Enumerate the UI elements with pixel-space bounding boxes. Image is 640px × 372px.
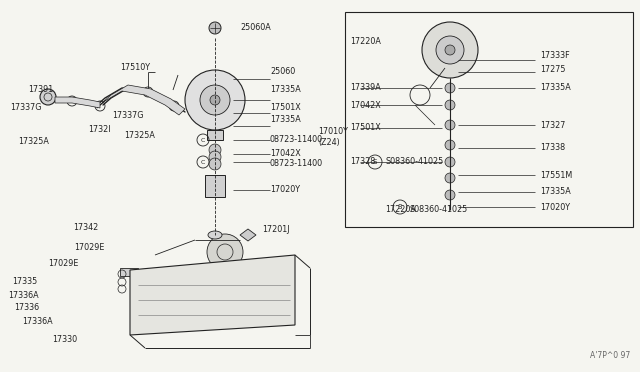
Text: 17336A: 17336A (8, 291, 38, 299)
Text: 17328: 17328 (350, 157, 375, 167)
Text: 17336A: 17336A (22, 317, 52, 327)
Circle shape (445, 120, 455, 130)
Circle shape (436, 36, 464, 64)
Circle shape (210, 95, 220, 105)
Text: 17325A: 17325A (124, 131, 155, 141)
Text: 17042X: 17042X (350, 100, 381, 109)
Text: 17342: 17342 (73, 224, 99, 232)
Text: 17551M: 17551M (540, 170, 572, 180)
Text: 17220A: 17220A (385, 205, 416, 215)
Bar (120, 268, 138, 276)
Text: 17335A: 17335A (540, 187, 571, 196)
Polygon shape (130, 255, 295, 335)
Text: 17275: 17275 (540, 65, 566, 74)
Text: 17510Y: 17510Y (120, 64, 150, 73)
Text: 17335A: 17335A (270, 86, 301, 94)
Text: 17330: 17330 (52, 336, 77, 344)
Text: 17029E: 17029E (74, 244, 104, 253)
Polygon shape (97, 85, 185, 115)
Circle shape (445, 190, 455, 200)
Text: 17335A: 17335A (270, 115, 301, 125)
Circle shape (445, 45, 455, 55)
Text: 17337G: 17337G (10, 103, 42, 112)
Text: 17391: 17391 (28, 86, 53, 94)
Text: C: C (201, 138, 205, 142)
Circle shape (445, 157, 455, 167)
Circle shape (209, 158, 221, 170)
Text: 25060: 25060 (270, 67, 295, 76)
Text: 17501X: 17501X (350, 124, 381, 132)
Text: 08723-11400: 08723-11400 (270, 135, 323, 144)
Bar (345, 12, 633, 227)
Text: 17333F: 17333F (540, 51, 570, 60)
Circle shape (40, 89, 56, 105)
Text: 17201J: 17201J (262, 225, 289, 234)
Circle shape (445, 100, 455, 110)
Text: 17327: 17327 (540, 121, 565, 129)
Text: 17325A: 17325A (18, 138, 49, 147)
Text: C: C (201, 160, 205, 164)
Circle shape (422, 22, 478, 78)
Bar (207, 130, 223, 140)
Text: 17501X: 17501X (270, 103, 301, 112)
Circle shape (209, 144, 221, 156)
Text: S08360-41025: S08360-41025 (410, 205, 468, 215)
Text: 17220A: 17220A (350, 38, 381, 46)
Text: 17029E: 17029E (48, 259, 78, 267)
Ellipse shape (208, 231, 222, 239)
Circle shape (209, 151, 221, 163)
Polygon shape (55, 97, 100, 108)
Text: 25060A: 25060A (240, 23, 271, 32)
Text: 17335: 17335 (12, 276, 37, 285)
Text: 1732I: 1732I (88, 125, 111, 135)
Text: 17020Y: 17020Y (540, 202, 570, 212)
Circle shape (445, 83, 455, 93)
Text: 17042X: 17042X (270, 150, 301, 158)
Text: S: S (373, 159, 377, 165)
Circle shape (209, 22, 221, 34)
Circle shape (185, 70, 245, 130)
Text: (Z24): (Z24) (318, 138, 340, 148)
Text: 17336: 17336 (14, 304, 39, 312)
Text: 17339A: 17339A (350, 83, 381, 93)
Circle shape (200, 85, 230, 115)
Circle shape (207, 234, 243, 270)
Circle shape (445, 173, 455, 183)
Text: 17020Y: 17020Y (270, 186, 300, 195)
Text: S: S (398, 204, 402, 210)
Text: S08360-41025: S08360-41025 (386, 157, 444, 167)
Polygon shape (240, 229, 256, 241)
Bar (205, 175, 225, 197)
Text: 08723-11400: 08723-11400 (270, 158, 323, 167)
Text: A'7P^0 97: A'7P^0 97 (589, 350, 630, 359)
Circle shape (445, 140, 455, 150)
Text: 17337G: 17337G (112, 112, 143, 121)
Text: 17335A: 17335A (540, 83, 571, 93)
Text: 17338: 17338 (540, 144, 565, 153)
Text: 17010Y: 17010Y (318, 128, 348, 137)
